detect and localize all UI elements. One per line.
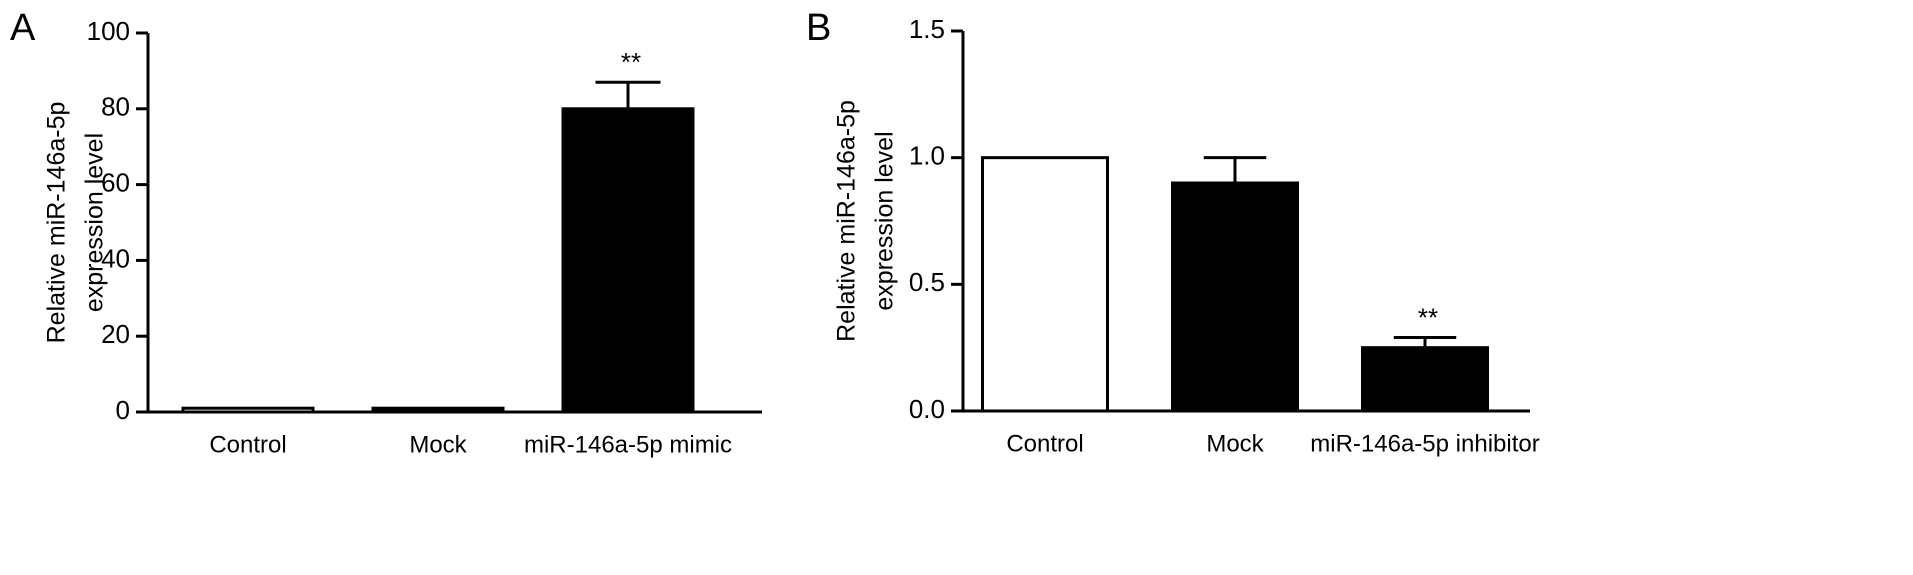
- x-tick-label: Control: [1006, 430, 1083, 457]
- y-axis-label: expression level: [871, 131, 899, 310]
- bar: [561, 107, 695, 414]
- y-tick-label: 80: [101, 92, 130, 122]
- y-tick-label: 20: [101, 319, 130, 349]
- significance-label: **: [621, 47, 641, 77]
- y-tick-label: 0.0: [909, 394, 945, 424]
- panel-label: A: [10, 7, 36, 49]
- y-tick-label: 60: [101, 167, 130, 197]
- x-tick-label: Control: [209, 431, 286, 458]
- error-bar: [1203, 156, 1267, 183]
- y-tick-label: 100: [87, 16, 130, 46]
- x-tick-label: miR-146a-5p inhibitor: [1310, 430, 1539, 457]
- bar: [371, 406, 505, 414]
- bar: [1171, 181, 1299, 413]
- x-tick-label: miR-146a-5p mimic: [524, 431, 732, 458]
- y-tick-label: 0.5: [909, 267, 945, 297]
- panel-label: B: [806, 7, 831, 49]
- y-axis-label: Relative miR-146a-5p: [43, 102, 71, 344]
- x-tick-label: Mock: [409, 431, 467, 458]
- bar: [981, 156, 1109, 413]
- error-bar: [1393, 336, 1457, 348]
- x-tick-label: Mock: [1206, 430, 1264, 457]
- y-tick-label: 1.5: [909, 14, 945, 44]
- significance-label: **: [1418, 302, 1438, 332]
- error-bar: [595, 80, 661, 109]
- y-tick-label: 40: [101, 243, 130, 273]
- y-axis-label: Relative miR-146a-5p: [833, 100, 861, 342]
- y-tick-label: 0: [116, 395, 130, 425]
- bar: [1361, 346, 1489, 413]
- y-tick-label: 1.0: [909, 141, 945, 171]
- bar: [181, 406, 315, 414]
- y-axis-label: expression level: [81, 133, 109, 312]
